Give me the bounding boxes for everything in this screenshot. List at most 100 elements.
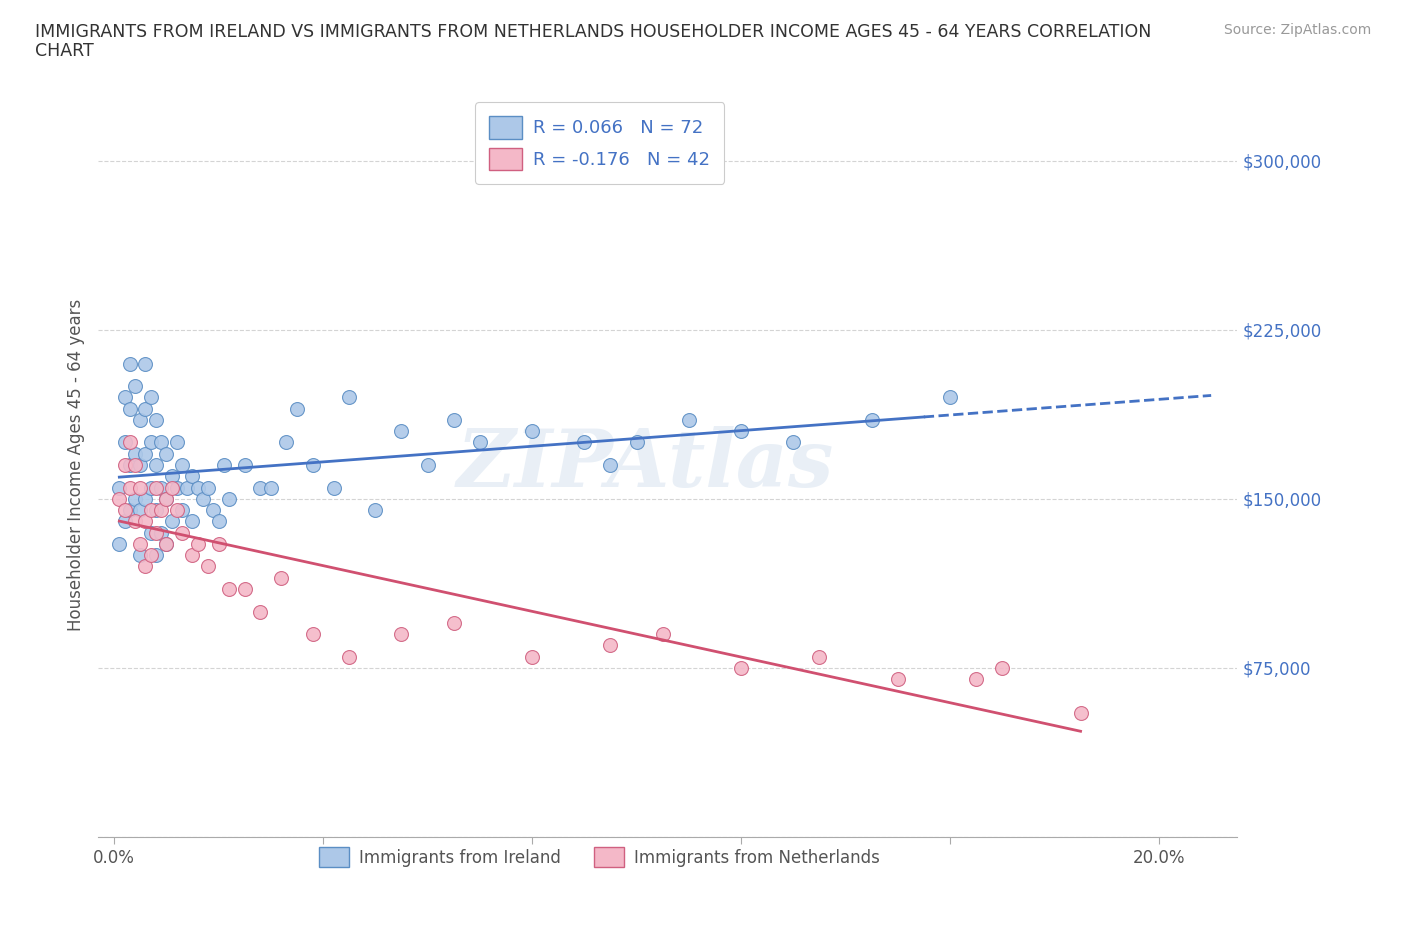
Point [129,480,152,495]
Y-axis label: Householder Income Ages 45 - 64 years: Householder Income Ages 45 - 64 years [66,299,84,631]
Point [218,581,240,596]
Point [114,458,136,472]
Point [166,502,188,517]
Point [651,627,673,642]
Point [197,480,219,495]
Point [1070,706,1092,721]
Point [337,649,360,664]
Point [114,502,136,517]
Point [391,627,413,642]
Point [118,480,141,495]
Point [160,480,183,495]
Point [108,480,131,495]
Point [145,458,167,472]
Point [730,424,752,439]
Point [139,435,162,450]
Point [124,458,146,472]
Point [150,502,173,517]
Point [145,548,167,563]
Point [364,502,387,517]
Point [118,401,141,416]
Point [150,435,173,450]
Point [197,559,219,574]
Point [145,480,167,495]
Point [233,581,256,596]
Point [301,458,323,472]
Point [187,480,209,495]
Point [155,537,177,551]
Point [124,491,146,506]
Point [155,537,177,551]
Point [108,491,131,506]
Point [276,435,298,450]
Point [118,356,141,371]
Point [170,458,193,472]
Point [134,401,156,416]
Point [129,458,152,472]
Point [139,480,162,495]
Point [249,604,271,619]
Point [108,537,131,551]
Point [118,435,141,450]
Point [139,502,162,517]
Point [160,514,183,529]
Text: CHART: CHART [35,42,94,60]
Point [322,480,344,495]
Point [191,491,214,506]
Point [939,390,962,405]
Point [886,671,908,686]
Point [118,458,141,472]
Point [285,401,308,416]
Point [160,469,183,484]
Point [520,649,543,664]
Point [176,480,198,495]
Text: ZIPAtlas: ZIPAtlas [457,426,834,504]
Point [124,514,146,529]
Point [218,491,240,506]
Point [337,390,360,405]
Point [166,480,188,495]
Point [134,356,156,371]
Point [150,525,173,540]
Legend: Immigrants from Ireland, Immigrants from Netherlands: Immigrants from Ireland, Immigrants from… [305,834,893,881]
Point [212,458,235,472]
Point [202,502,225,517]
Point [468,435,491,450]
Point [599,458,621,472]
Point [139,525,162,540]
Point [574,435,596,450]
Point [965,671,987,686]
Point [139,390,162,405]
Point [443,413,465,428]
Point [730,660,752,675]
Point [118,502,141,517]
Point [626,435,648,450]
Point [150,480,173,495]
Point [114,435,136,450]
Point [301,627,323,642]
Point [134,514,156,529]
Point [129,537,152,551]
Point [166,435,188,450]
Point [678,413,700,428]
Point [139,548,162,563]
Text: IMMIGRANTS FROM IRELAND VS IMMIGRANTS FROM NETHERLANDS HOUSEHOLDER INCOME AGES 4: IMMIGRANTS FROM IRELAND VS IMMIGRANTS FR… [35,23,1152,41]
Point [187,537,209,551]
Point [416,458,439,472]
Point [145,525,167,540]
Point [134,491,156,506]
Point [991,660,1014,675]
Point [181,548,204,563]
Point [145,502,167,517]
Point [207,514,229,529]
Point [134,559,156,574]
Point [808,649,831,664]
Text: Source: ZipAtlas.com: Source: ZipAtlas.com [1223,23,1371,37]
Point [129,548,152,563]
Point [207,537,229,551]
Point [443,616,465,631]
Point [155,491,177,506]
Point [181,514,204,529]
Point [170,525,193,540]
Point [599,638,621,653]
